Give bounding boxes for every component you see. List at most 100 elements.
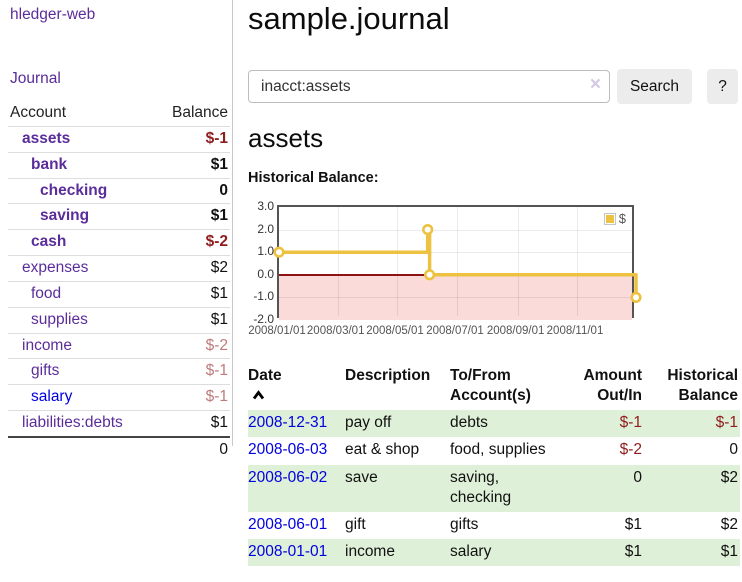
account-link-cash[interactable]: cash	[31, 233, 67, 251]
account-link-checking[interactable]: checking	[40, 181, 108, 199]
column-header-amount: Amount Out/In	[583, 367, 642, 405]
chart-plot-area: $	[273, 205, 642, 320]
gridline	[279, 252, 632, 254]
transaction-accounts: debts	[450, 414, 488, 432]
transaction-accounts: food, supplies	[450, 441, 546, 459]
transaction-description: gift	[345, 515, 366, 533]
transaction-date-link[interactable]: 2008-06-01	[248, 515, 328, 533]
account-link-food[interactable]: food	[31, 284, 62, 302]
account-link-income[interactable]: income	[22, 336, 72, 354]
transaction-balance: 0	[729, 441, 738, 459]
transaction-row: 2008-12-31 pay off debts $-1 $-1	[248, 410, 740, 438]
app-title-link[interactable]: hledger-web	[10, 6, 96, 23]
account-link-salary[interactable]: salary	[31, 388, 73, 406]
transaction-accounts: salary	[450, 542, 492, 560]
column-header-description: Description	[345, 367, 431, 384]
x-tick-label: 2008/09/01	[486, 325, 545, 337]
legend-label: $	[618, 211, 626, 226]
chart-title: Historical Balance:	[248, 170, 379, 186]
search-input[interactable]	[248, 70, 610, 103]
account-row-expenses: expenses $2	[8, 255, 230, 281]
account-row-supplies: supplies $1	[8, 306, 230, 333]
account-row-checking: checking 0	[8, 177, 230, 204]
sidebar: hledger-web Journal Account Balance asse…	[0, 0, 232, 582]
x-tick-label: 2008/01/01	[248, 325, 306, 337]
transaction-balance: $2	[720, 515, 738, 533]
transaction-date-link[interactable]: 2008-06-03	[248, 441, 328, 459]
account-balance: $1	[210, 284, 228, 302]
account-balance: $-1	[205, 130, 228, 147]
data-point-marker	[422, 223, 434, 236]
accounts-header-account: Account	[10, 104, 67, 121]
column-header-balance: Historical Balance	[667, 367, 738, 405]
gridline	[279, 229, 632, 231]
help-button[interactable]: ?	[707, 69, 738, 104]
transaction-row: 2008-01-01 income salary $1 $1	[248, 538, 740, 567]
account-row-income: income $-2	[8, 332, 230, 359]
accounts-total-row: 0	[8, 435, 230, 463]
sidebar-item-journal[interactable]: Journal	[10, 70, 61, 87]
transaction-row: 2008-06-03 eat & shop food, supplies $-2…	[248, 437, 740, 464]
account-link-liabilities-debts[interactable]: liabilities:debts	[22, 413, 123, 431]
transaction-date-link[interactable]: 2008-12-31	[248, 414, 328, 432]
sort-asc-icon	[252, 386, 343, 406]
x-tick-label: 2008/05/01	[366, 325, 424, 337]
account-balance: $1	[210, 155, 228, 173]
account-link-gifts[interactable]: gifts	[31, 362, 60, 380]
transaction-amount: 0	[633, 468, 642, 486]
x-tick-label: 2008/03/01	[306, 325, 365, 337]
y-tick-label: -2.0	[253, 312, 274, 326]
transaction-accounts: saving, checking	[450, 468, 512, 506]
chart-legend: $	[601, 210, 628, 227]
account-link-assets[interactable]: assets	[22, 130, 71, 147]
account-link-expenses[interactable]: expenses	[22, 259, 89, 277]
balance-series-line	[273, 223, 642, 303]
account-balance: 0	[219, 181, 228, 199]
transaction-amount: $-2	[619, 441, 642, 459]
historical-balance-chart: 3.0 2.0 1.0 0.0 -1.0 -2.0	[248, 197, 678, 347]
account-row-gifts: gifts $-1	[8, 358, 230, 384]
account-balance: $-2	[205, 336, 228, 354]
transaction-balance: $1	[720, 542, 738, 560]
account-balance: $2	[210, 259, 228, 277]
y-tick-label: 1.0	[257, 244, 274, 259]
transaction-balance: $-1	[715, 414, 738, 432]
transaction-date-link[interactable]: 2008-06-02	[248, 468, 328, 486]
data-point-marker	[424, 269, 436, 281]
account-row-bank: bank $1	[8, 151, 230, 178]
transaction-balance: $2	[720, 468, 738, 486]
y-tick-label: -1.0	[253, 289, 274, 304]
account-row-salary: salary $-1	[8, 384, 230, 410]
transaction-amount: $1	[624, 542, 642, 560]
column-header-date[interactable]: Date	[248, 364, 345, 410]
account-link-saving[interactable]: saving	[40, 207, 90, 225]
accounts-tree-header: Account Balance	[8, 100, 230, 126]
negative-region	[279, 274, 632, 320]
account-link-bank[interactable]: bank	[31, 155, 68, 173]
account-balance: $-2	[205, 233, 228, 251]
gridline	[457, 207, 458, 316]
transaction-description: pay off	[345, 414, 392, 432]
y-tick-label: 3.0	[257, 199, 274, 213]
clear-search-icon[interactable]: ×	[589, 74, 601, 95]
account-row-food: food $1	[8, 280, 230, 307]
transaction-description: income	[345, 542, 395, 560]
transaction-amount: $1	[624, 515, 642, 533]
transaction-row: 2008-06-01 gift gifts $1 $2	[248, 512, 740, 539]
transaction-row: 2008-06-02 save saving, checking 0 $2	[248, 464, 740, 512]
register-table: Date Description To/From Account(s) Amou…	[248, 364, 740, 567]
account-row-cash: cash $-2	[8, 229, 230, 255]
search-button[interactable]: Search	[617, 69, 692, 104]
account-link-supplies[interactable]: supplies	[31, 310, 88, 328]
x-tick-label: 2008/11/01	[546, 325, 604, 337]
transaction-date-link[interactable]: 2008-01-01	[248, 542, 328, 560]
data-point-marker	[273, 246, 285, 258]
y-tick-label: 2.0	[257, 221, 274, 236]
account-balance: $1	[210, 310, 228, 328]
gridline	[337, 207, 339, 316]
transaction-amount: $-1	[619, 414, 642, 432]
gridline	[279, 297, 632, 299]
gridline	[577, 207, 578, 316]
account-balance: $1	[210, 413, 228, 431]
account-balance: $-1	[205, 388, 228, 406]
